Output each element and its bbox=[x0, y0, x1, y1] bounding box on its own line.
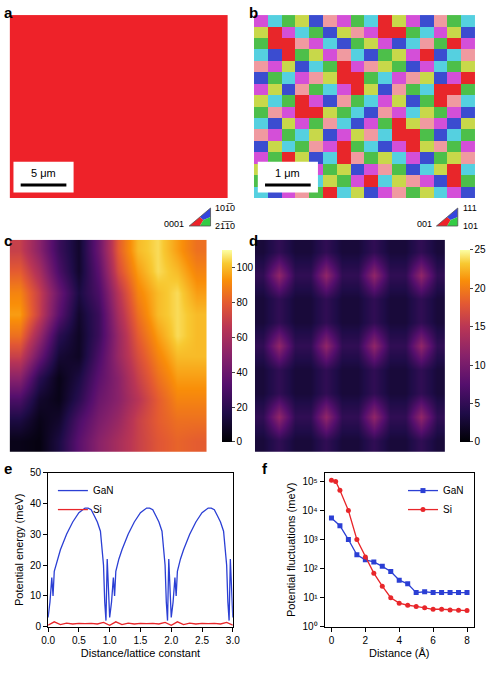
svg-text:0.0: 0.0 bbox=[41, 635, 55, 646]
svg-text:4: 4 bbox=[396, 635, 402, 646]
svg-text:0: 0 bbox=[475, 436, 481, 447]
svg-text:8: 8 bbox=[464, 635, 470, 646]
svg-text:20: 20 bbox=[475, 283, 487, 294]
svg-text:10⁴: 10⁴ bbox=[302, 505, 317, 516]
svg-text:2: 2 bbox=[363, 635, 369, 646]
svg-text:10³: 10³ bbox=[303, 534, 318, 545]
svg-text:0.5: 0.5 bbox=[72, 635, 86, 646]
svg-text:2.5: 2.5 bbox=[195, 635, 209, 646]
svg-text:Potential energy (meV): Potential energy (meV) bbox=[13, 493, 25, 606]
svg-text:Si: Si bbox=[93, 504, 102, 515]
svg-text:101̅0: 101̅0 bbox=[215, 203, 235, 213]
svg-text:111: 111 bbox=[463, 203, 477, 213]
svg-text:0: 0 bbox=[329, 635, 335, 646]
svg-text:Distance/lattice constant: Distance/lattice constant bbox=[81, 647, 200, 659]
svg-text:100: 100 bbox=[237, 262, 254, 273]
svg-text:1.5: 1.5 bbox=[133, 635, 147, 646]
svg-text:20: 20 bbox=[237, 402, 249, 413]
svg-text:1.0: 1.0 bbox=[103, 635, 117, 646]
svg-text:80: 80 bbox=[237, 297, 249, 308]
svg-text:5: 5 bbox=[475, 398, 481, 409]
svg-text:0001: 0001 bbox=[164, 219, 184, 229]
svg-text:60: 60 bbox=[237, 332, 249, 343]
svg-text:40: 40 bbox=[237, 367, 249, 378]
svg-text:50: 50 bbox=[30, 467, 42, 478]
svg-text:21̅1̅0: 21̅1̅0 bbox=[215, 221, 235, 231]
svg-text:10⁰: 10⁰ bbox=[303, 621, 318, 632]
svg-text:0: 0 bbox=[237, 436, 243, 447]
svg-text:b: b bbox=[249, 4, 258, 21]
svg-text:5 μm: 5 μm bbox=[31, 167, 56, 179]
svg-text:Potential fluctuations (meV): Potential fluctuations (meV) bbox=[285, 482, 297, 617]
svg-text:10¹: 10¹ bbox=[303, 592, 318, 603]
svg-text:10²: 10² bbox=[303, 563, 318, 574]
svg-text:25: 25 bbox=[475, 244, 487, 255]
svg-text:20: 20 bbox=[30, 560, 42, 571]
svg-text:15: 15 bbox=[475, 321, 487, 332]
svg-text:Distance (Å): Distance (Å) bbox=[369, 647, 430, 659]
svg-text:f: f bbox=[262, 460, 268, 477]
svg-text:001: 001 bbox=[417, 219, 432, 229]
svg-text:10: 10 bbox=[475, 360, 487, 371]
svg-text:1 μm: 1 μm bbox=[275, 167, 300, 179]
svg-text:GaN: GaN bbox=[93, 485, 114, 496]
svg-text:3.0: 3.0 bbox=[226, 635, 240, 646]
svg-text:d: d bbox=[249, 232, 258, 249]
svg-text:2.0: 2.0 bbox=[164, 635, 178, 646]
svg-text:10⁵: 10⁵ bbox=[302, 476, 317, 487]
svg-text:c: c bbox=[4, 232, 12, 249]
svg-text:Si: Si bbox=[443, 504, 452, 515]
svg-text:6: 6 bbox=[430, 635, 436, 646]
svg-text:40: 40 bbox=[30, 498, 42, 509]
svg-text:0: 0 bbox=[36, 621, 42, 632]
svg-text:GaN: GaN bbox=[443, 485, 464, 496]
svg-text:a: a bbox=[4, 4, 13, 21]
svg-text:10: 10 bbox=[30, 590, 42, 601]
svg-text:e: e bbox=[4, 460, 12, 477]
svg-text:30: 30 bbox=[30, 529, 42, 540]
svg-text:101: 101 bbox=[463, 221, 478, 231]
